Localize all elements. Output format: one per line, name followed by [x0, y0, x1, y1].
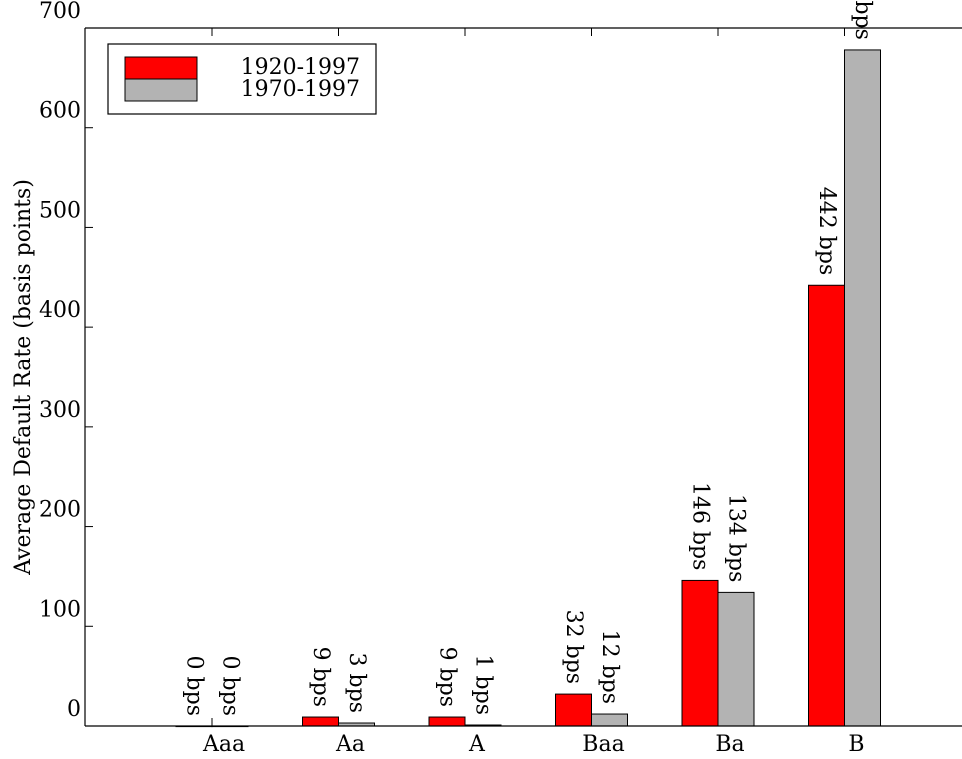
bar-b-1970-1997: [844, 49, 881, 727]
bar-value-label: 442 bps: [814, 187, 839, 275]
x-tick-label: Aaa: [202, 732, 245, 754]
bar-ba-1920-1997: [681, 579, 719, 727]
bar-labels-layer: 0 bps 0 bps 9 bps 3 bps 9 bps 1 bps 32 bps 12 b…: [182, 0, 876, 716]
bar-value-label: 0 bps: [218, 656, 243, 716]
legend-swatch-1970-1997: [124, 78, 198, 102]
bar-baa-1920-1997: [555, 693, 592, 727]
bar-value-label: 134 bps: [724, 494, 749, 582]
bar-baa-1970-1997: [591, 713, 628, 727]
bar-b-1920-1997: [808, 284, 845, 727]
axes-layer: [84, 27, 962, 727]
bar-value-label: 678 bps: [850, 0, 875, 40]
y-tick-label: 700: [39, 0, 81, 24]
bar-value-label: 0 bps: [182, 656, 207, 716]
y-axis-title: Average Default Rate (basis points): [11, 179, 36, 576]
bar-a-1920-1997: [428, 716, 466, 727]
bar-value-label: 146 bps: [688, 482, 713, 570]
legend-swatch-1920-1997: [124, 56, 198, 80]
bar-value-label: 9 bps: [435, 647, 460, 707]
legend-label: 1920-1997: [241, 55, 360, 80]
bar-ba-1970-1997: [717, 591, 755, 727]
y-tick-label: 400: [39, 298, 81, 323]
y-tick-label: 200: [39, 498, 81, 523]
x-tick-label: Baa: [582, 732, 624, 754]
x-tick-label: Aa: [335, 732, 365, 754]
bar-value-label: 32 bps: [561, 610, 586, 684]
legend-label: 1970-1997: [241, 77, 360, 102]
y-tick-label: 100: [39, 597, 81, 622]
y-tick-label: 300: [39, 398, 81, 423]
x-tick-label: B: [848, 732, 864, 754]
ticks-layer: 0 100 200 300 400 500 600 700 Aaa Aa A Baa Ba B: [39, 0, 865, 757]
bar-aa-1920-1997: [302, 716, 339, 727]
bar-value-label: 1 bps: [471, 655, 496, 715]
bar-value-label: 3 bps: [344, 653, 369, 713]
x-tick-label: Ba: [715, 732, 744, 754]
bar-value-label: 9 bps: [308, 647, 333, 707]
x-tick-label: A: [468, 732, 486, 754]
bars-layer: [175, 49, 881, 728]
y-tick-label: 0: [67, 697, 81, 722]
bar-value-label: 12 bps: [597, 630, 622, 704]
y-tick-label: 600: [39, 99, 81, 124]
y-tick-label: 500: [39, 198, 81, 223]
